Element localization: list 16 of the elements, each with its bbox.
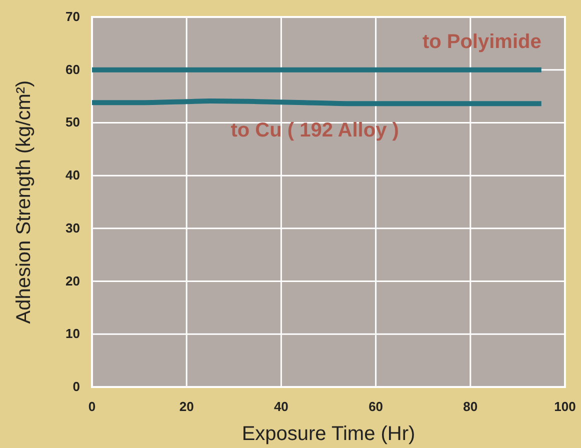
y-tick-label: 70 — [66, 9, 80, 24]
x-axis-title: Exposure Time (Hr) — [242, 423, 416, 445]
x-tick-label: 60 — [368, 399, 384, 414]
y-tick-label: 50 — [66, 114, 80, 130]
x-tick-label: 20 — [179, 399, 194, 414]
y-tick-label: 0 — [72, 379, 80, 394]
x-tick-label: 40 — [274, 399, 288, 414]
y-tick-label: 30 — [66, 220, 80, 236]
x-tick-label: 0 — [88, 399, 96, 414]
x-tick-label: 100 — [554, 399, 576, 414]
y-tick-label: 10 — [66, 326, 80, 342]
y-axis-title: Adhesion Strength (kg/cm²) — [13, 80, 35, 324]
y-tick-label: 20 — [66, 273, 80, 288]
x-tick-label: 80 — [463, 399, 478, 414]
y-tick-label: 60 — [66, 62, 80, 77]
y-tick-label: 40 — [66, 168, 80, 183]
